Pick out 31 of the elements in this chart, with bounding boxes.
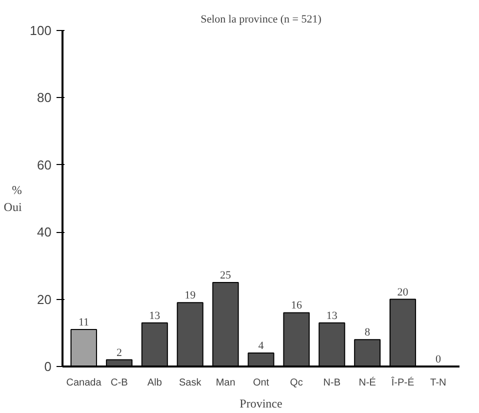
x-tick-label: Canada <box>66 378 102 388</box>
y-tick-label: 0 <box>44 359 52 374</box>
x-tick-label: N-B <box>323 378 341 388</box>
data-label: 16 <box>290 300 302 312</box>
y-tick-label: 40 <box>37 224 52 240</box>
data-label: 8 <box>364 326 371 339</box>
data-label: 19 <box>184 290 196 302</box>
y-tick-label: 80 <box>37 90 52 106</box>
x-tick-label: Alb <box>147 378 162 388</box>
y-tick-label: 20 <box>37 292 52 307</box>
x-tick-label: T-N <box>430 378 446 388</box>
data-label: 0 <box>435 354 442 366</box>
chart-title: Selon la province (n = 521) <box>200 14 322 26</box>
data-label: 13 <box>149 310 161 322</box>
x-tick-label: N-É <box>358 376 376 388</box>
x-tick-label: Qc <box>290 378 303 388</box>
y-axis-title: % Oui <box>4 183 22 214</box>
x-axis-title: Province <box>240 396 282 410</box>
x-tick-label: Man <box>216 378 236 388</box>
data-label: 4 <box>258 340 264 352</box>
x-tick-label: Sask <box>178 378 202 388</box>
y-tick-label: 60 <box>37 157 52 172</box>
data-label: 20 <box>397 286 409 298</box>
data-label: 13 <box>326 310 338 322</box>
data-label: 25 <box>220 270 232 282</box>
data-label: 11 <box>78 316 90 329</box>
y-tick-label: 100 <box>30 23 52 38</box>
x-tick-label: Ont <box>252 378 270 388</box>
data-label: 2 <box>116 346 122 359</box>
x-tick-label: Î-P-É <box>390 376 415 388</box>
x-tick-label: C-B <box>110 378 128 388</box>
